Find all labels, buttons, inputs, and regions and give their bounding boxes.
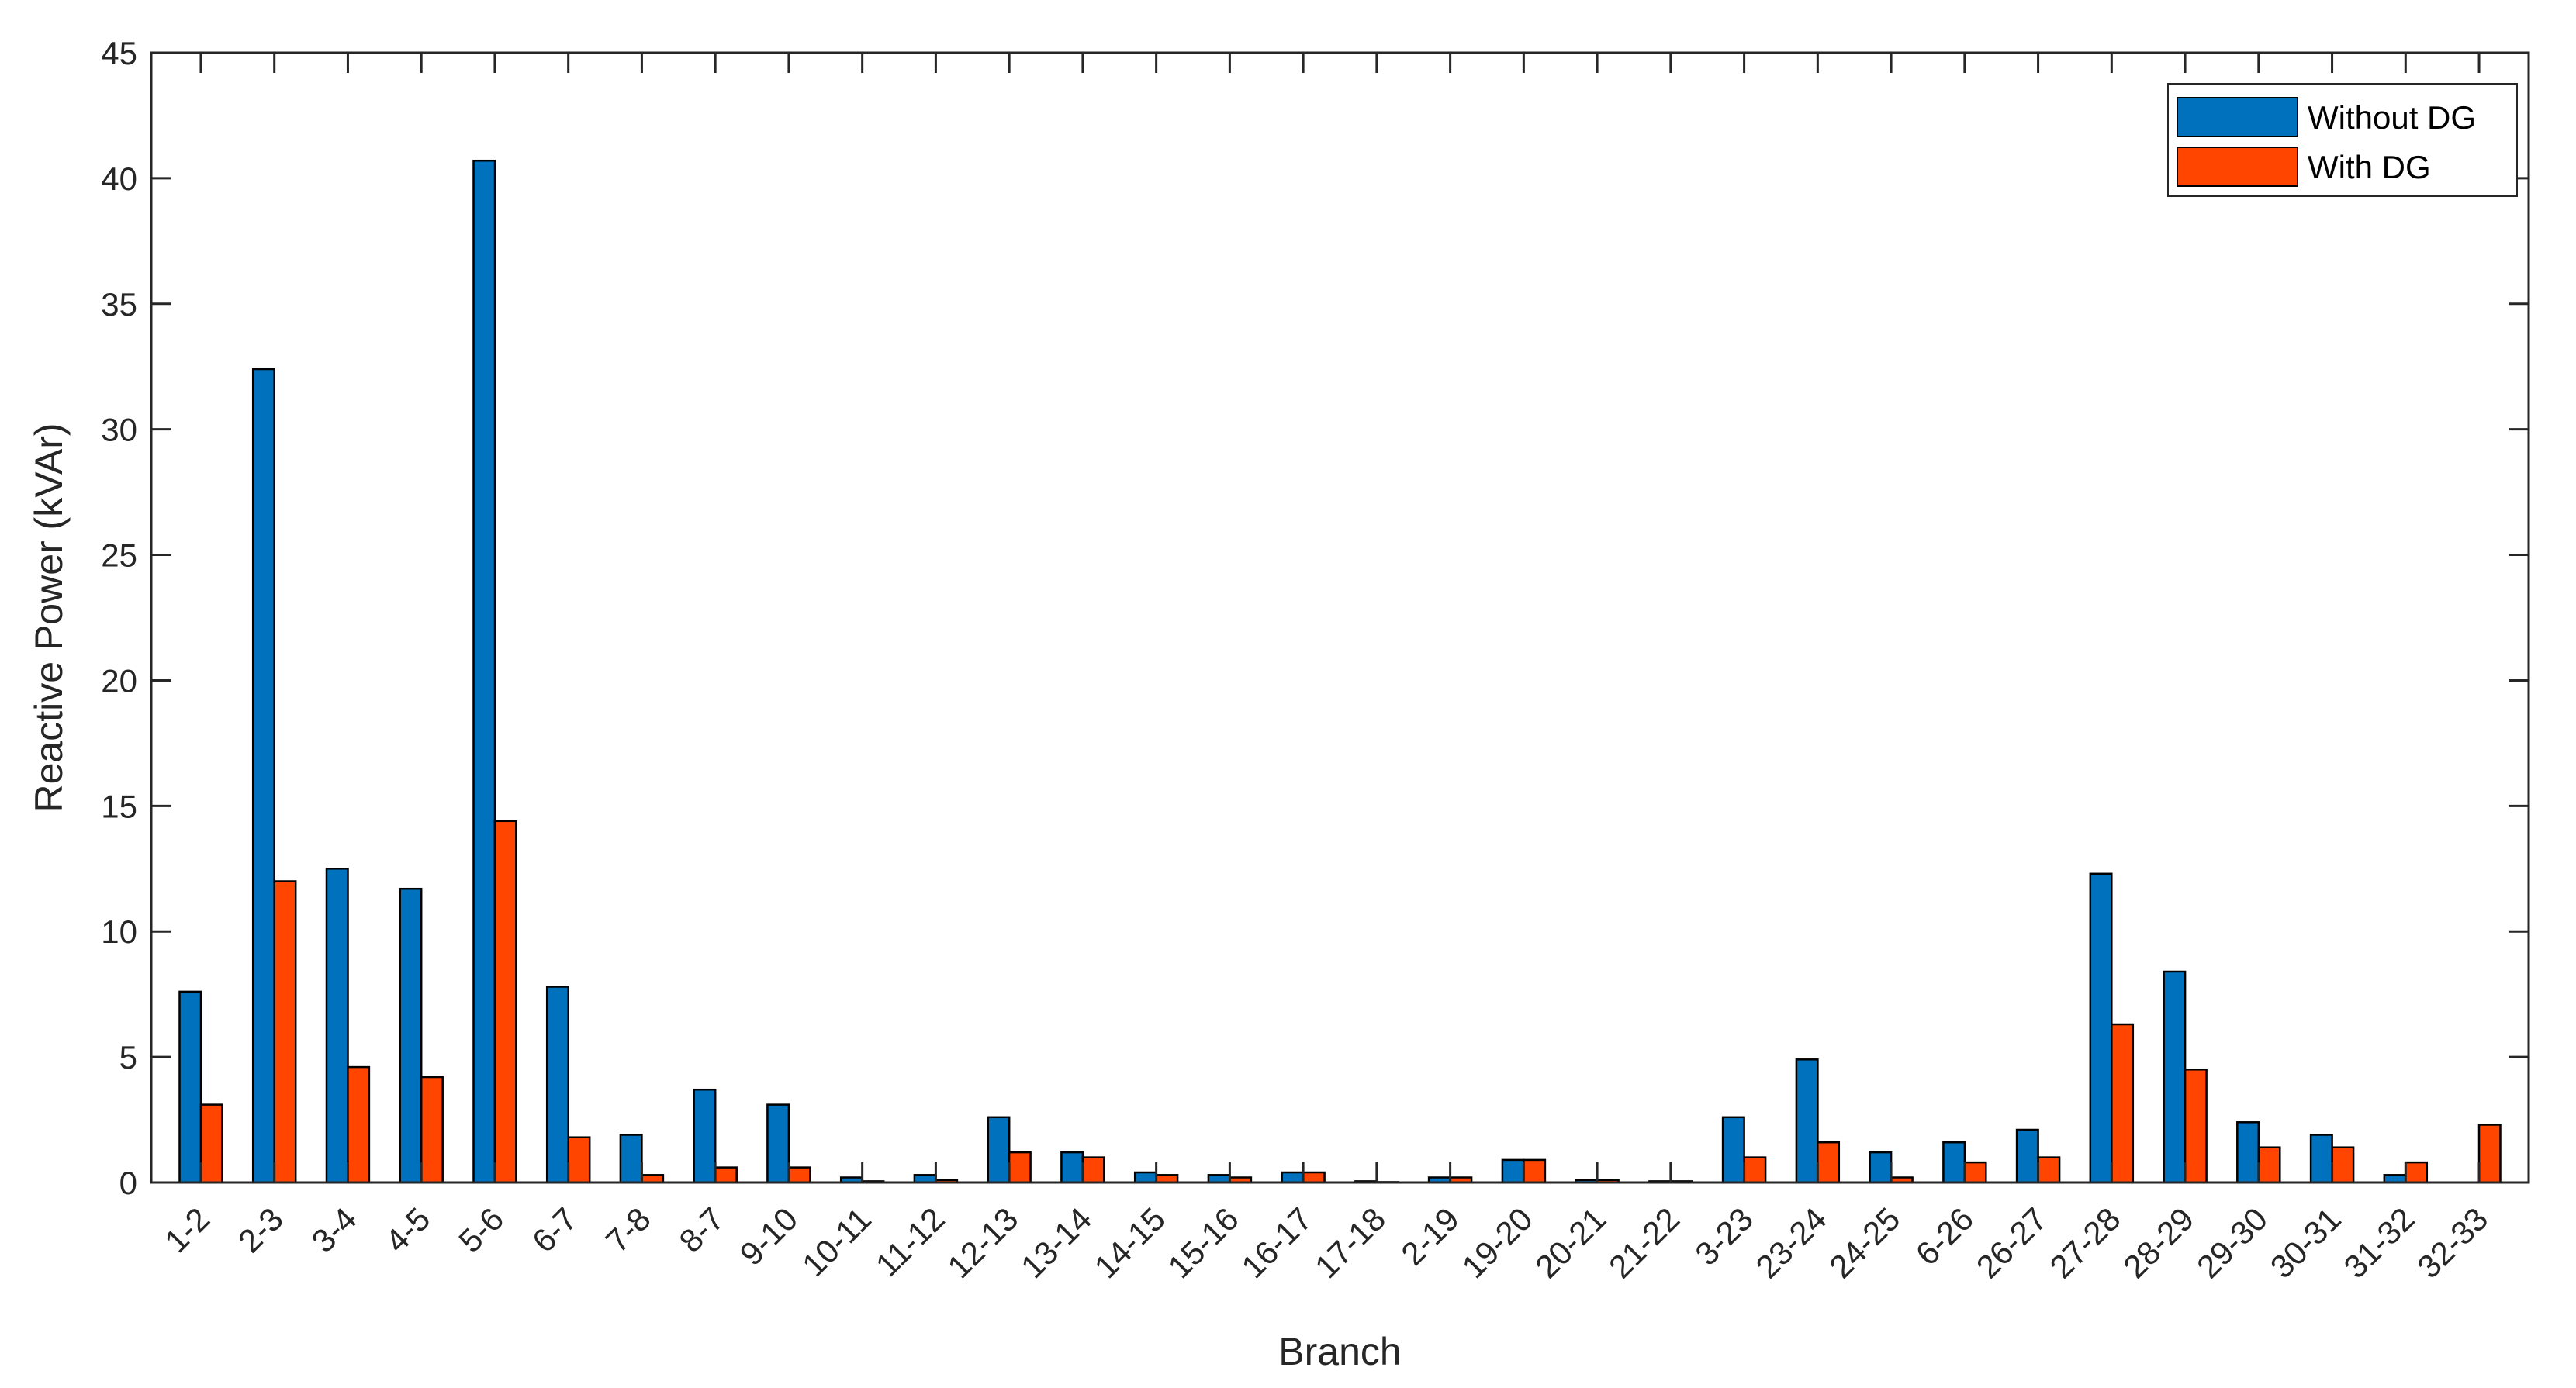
bar-without-dg-12-13 <box>987 1116 1011 1184</box>
legend-label-without-dg: Without DG <box>2308 99 2476 136</box>
bar-without-dg-13-14 <box>1060 1151 1084 1184</box>
bar-without-dg-19-20 <box>1501 1158 1525 1184</box>
bar-without-dg-9-10 <box>766 1103 790 1184</box>
bar-without-dg-3-23 <box>1721 1116 1745 1184</box>
bar-without-dg-16-17 <box>1281 1171 1305 1184</box>
legend-label-with-dg: With DG <box>2308 149 2431 185</box>
y-tick-label: 25 <box>101 537 137 574</box>
bar-with-dg-32-33 <box>2477 1124 2502 1184</box>
bar-without-dg-6-26 <box>1942 1141 1966 1184</box>
legend-swatch-without-dg <box>2177 97 2298 137</box>
legend: Without DG With DG <box>2167 83 2518 197</box>
bar-without-dg-30-31 <box>2309 1134 2333 1184</box>
bar-without-dg-7-8 <box>619 1134 643 1184</box>
bar-with-dg-5-6 <box>493 820 517 1184</box>
bar-with-dg-3-4 <box>347 1065 371 1184</box>
plot-area-border <box>150 51 2530 1184</box>
bar-without-dg-27-28 <box>2089 872 2113 1184</box>
bar-without-dg-28-29 <box>2163 970 2187 1184</box>
x-axis-label: Branch <box>1278 1330 1401 1373</box>
bar-without-dg-8-7 <box>693 1088 717 1184</box>
y-tick-label: 35 <box>101 286 137 323</box>
bar-with-dg-26-27 <box>2037 1156 2061 1184</box>
y-tick-label: 0 <box>119 1165 137 1201</box>
legend-swatch-with-dg <box>2177 147 2298 187</box>
bar-without-dg-1-2 <box>178 990 202 1184</box>
y-tick-label: 45 <box>101 35 137 71</box>
bar-with-dg-30-31 <box>2331 1146 2355 1184</box>
bar-with-dg-6-7 <box>567 1136 591 1184</box>
bar-with-dg-28-29 <box>2184 1069 2208 1184</box>
y-tick-label: 40 <box>101 161 137 197</box>
bar-without-dg-26-27 <box>2015 1128 2039 1184</box>
bar-with-dg-8-7 <box>714 1166 738 1184</box>
bar-with-dg-12-13 <box>1008 1151 1032 1184</box>
y-axis-label: Reactive Power (kVAr) <box>27 423 71 813</box>
bar-with-dg-16-17 <box>1302 1171 1326 1184</box>
bar-with-dg-1-2 <box>199 1103 223 1184</box>
bar-with-dg-9-10 <box>787 1166 811 1184</box>
y-tick-label: 30 <box>101 412 137 448</box>
y-tick-label: 5 <box>119 1039 137 1076</box>
bar-with-dg-23-24 <box>1817 1141 1841 1184</box>
bar-with-dg-2-3 <box>273 880 297 1184</box>
bars-group <box>178 159 2502 1184</box>
bar-without-dg-23-24 <box>1795 1058 1819 1184</box>
bar-with-dg-3-23 <box>1743 1156 1767 1184</box>
bar-with-dg-31-32 <box>2405 1161 2429 1184</box>
bar-with-dg-29-30 <box>2257 1146 2281 1184</box>
y-tick-label: 20 <box>101 662 137 699</box>
bar-with-dg-19-20 <box>1523 1158 1547 1184</box>
bar-without-dg-2-3 <box>251 368 275 1184</box>
y-axis-ticks: 0 5 10 15 20 25 30 35 40 45 <box>101 35 2529 1201</box>
bar-without-dg-4-5 <box>399 887 423 1184</box>
bar-without-dg-24-25 <box>1869 1151 1893 1184</box>
bar-with-dg-13-14 <box>1081 1156 1105 1184</box>
y-tick-label: 15 <box>101 788 137 824</box>
y-tick-label: 10 <box>101 913 137 950</box>
bar-without-dg-14-15 <box>1133 1171 1157 1184</box>
bar-without-dg-3-4 <box>325 868 349 1184</box>
bar-with-dg-27-28 <box>2111 1023 2135 1184</box>
bar-without-dg-6-7 <box>545 986 569 1184</box>
bar-with-dg-6-26 <box>1963 1161 1987 1184</box>
bar-with-dg-4-5 <box>420 1076 444 1184</box>
bar-without-dg-5-6 <box>472 159 496 1184</box>
bar-without-dg-29-30 <box>2236 1121 2260 1184</box>
plot-frame <box>150 51 2530 1184</box>
